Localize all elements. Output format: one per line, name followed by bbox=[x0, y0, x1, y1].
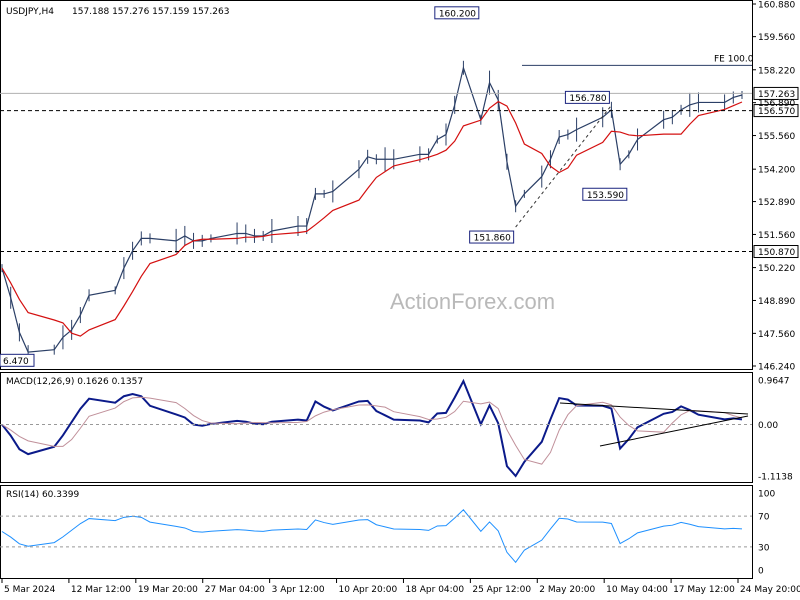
price-annotation-text: 153.590 bbox=[587, 191, 624, 201]
x-tick-label: 19 Mar 20:00 bbox=[138, 585, 198, 595]
price-annotation-text: 151.860 bbox=[474, 234, 511, 244]
y-tick-label: 155.560 bbox=[758, 132, 795, 142]
x-tick-label: 24 May 20:00 bbox=[740, 585, 800, 595]
fe-label: FE 100.0 bbox=[714, 54, 754, 64]
x-tick-label: 10 Apr 20:00 bbox=[339, 585, 398, 595]
rsi-y-label: 30 bbox=[758, 543, 770, 553]
rsi-y-label: 100 bbox=[758, 490, 775, 500]
rsi-layer bbox=[0, 509, 752, 564]
moving-average-line bbox=[1, 100, 743, 337]
rsi-line bbox=[1, 509, 743, 564]
price-level-text: 157.263 bbox=[758, 90, 795, 100]
y-tick-label: 159.560 bbox=[758, 33, 795, 43]
watermark: ActionForex.com bbox=[390, 289, 555, 314]
price-annotation-text: 156.780 bbox=[569, 94, 606, 104]
rsi-y-label: 0 bbox=[758, 567, 764, 577]
price-level-label: 150.870 bbox=[753, 245, 799, 259]
price-level-text: 156.570 bbox=[758, 107, 795, 117]
price-line bbox=[1, 65, 743, 353]
macd-line bbox=[1, 378, 743, 478]
y-tick-label: 151.560 bbox=[758, 231, 795, 241]
rsi-panel-frame bbox=[0, 485, 753, 579]
price-annotation-box: 156.780 bbox=[564, 90, 610, 104]
price-annotation-box: 153.590 bbox=[582, 187, 628, 201]
left-price-label: 6.470 bbox=[0, 353, 35, 367]
rsi-y-label: 70 bbox=[758, 513, 770, 523]
price-chart-title: USDJPY,H4 bbox=[6, 7, 54, 17]
y-tick-label: 160.880 bbox=[758, 1, 795, 11]
swing-line bbox=[515, 105, 612, 228]
price-annotation-box: 151.860 bbox=[469, 230, 515, 244]
x-tick-label: 3 Apr 12:00 bbox=[272, 585, 325, 595]
x-tick-label: 5 Mar 2024 bbox=[4, 585, 56, 595]
price-level-text: 150.870 bbox=[758, 248, 795, 258]
x-tick-label: 25 Apr 12:00 bbox=[472, 585, 531, 595]
x-tick-label: 12 Mar 12:00 bbox=[71, 585, 131, 595]
macd-y-label: -1.1138 bbox=[758, 473, 793, 483]
macd-trendline-lower bbox=[599, 415, 749, 447]
y-tick-label: 150.220 bbox=[758, 264, 795, 274]
price-layer: FE 100.0 160.200 151.860 156.780 153.590 6.47… bbox=[0, 6, 754, 367]
macd-y-label: 0.9647 bbox=[758, 377, 790, 387]
price-annotation-text: 160.200 bbox=[439, 9, 476, 19]
y-tick-label: 156.890 bbox=[758, 99, 795, 109]
macd-y-label: 0.00 bbox=[758, 421, 778, 431]
price-panel-frame bbox=[0, 0, 753, 370]
y-tick-label: 152.890 bbox=[758, 198, 795, 208]
x-tick-label: 27 Mar 04:00 bbox=[205, 585, 265, 595]
price-level-label: 157.263 bbox=[753, 86, 799, 100]
price-annotation-box: 160.200 bbox=[434, 6, 480, 20]
y-tick-label: 146.240 bbox=[758, 363, 795, 373]
y-tick-label: 147.560 bbox=[758, 330, 795, 340]
macd-panel-frame bbox=[0, 372, 753, 483]
macd-title: MACD(12,26,9) 0.1626 0.1357 bbox=[6, 377, 143, 387]
y-tick-label: 158.220 bbox=[758, 66, 795, 76]
svg-text:6.470: 6.470 bbox=[3, 357, 29, 367]
macd-layer bbox=[0, 378, 752, 478]
signal-line bbox=[1, 396, 743, 465]
macd-trendline-upper bbox=[559, 402, 749, 415]
price-level-label: 156.570 bbox=[753, 104, 799, 118]
y-tick-label: 154.200 bbox=[758, 166, 795, 176]
rsi-title: RSI(14) 60.3399 bbox=[6, 490, 79, 500]
x-tick-label: 17 May 12:00 bbox=[673, 585, 735, 595]
x-tick-label: 18 Apr 04:00 bbox=[405, 585, 464, 595]
ohlc-readout: 157.188 157.276 157.159 157.263 bbox=[72, 7, 229, 17]
x-tick-label: 10 May 04:00 bbox=[606, 585, 668, 595]
y-tick-label: 148.890 bbox=[758, 297, 795, 307]
x-tick-label: 2 May 20:00 bbox=[539, 585, 595, 595]
